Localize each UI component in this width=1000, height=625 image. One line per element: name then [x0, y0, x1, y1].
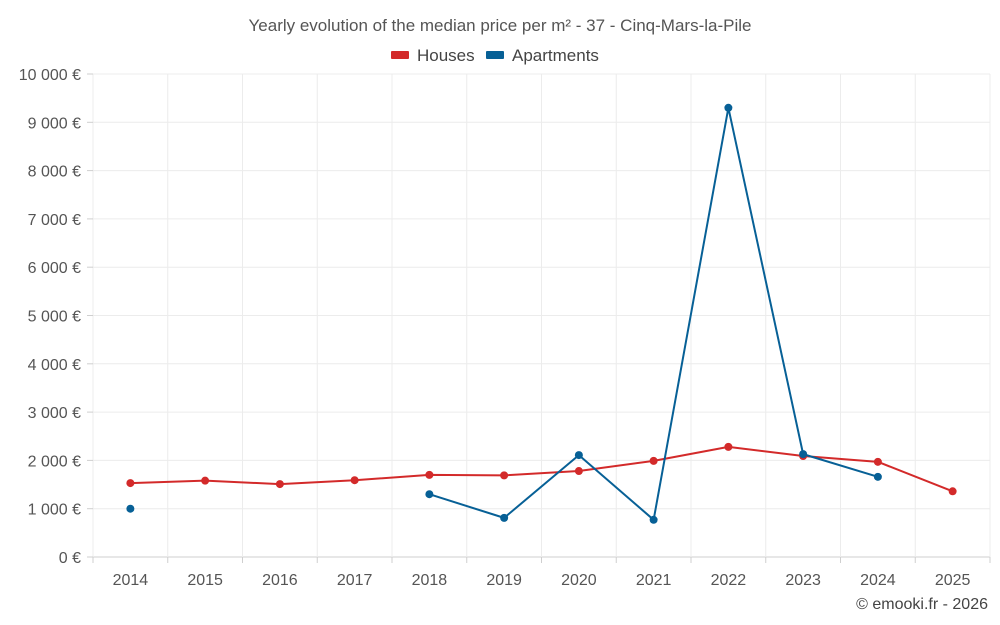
point-houses-2020[interactable] [574, 467, 583, 476]
point-apartments-2021[interactable] [649, 515, 658, 524]
x-tick-label: 2018 [412, 572, 448, 589]
x-tick-label: 2019 [486, 572, 522, 589]
y-tick-label: 6 000 € [28, 260, 81, 277]
point-houses-2024[interactable] [873, 457, 882, 466]
x-axis-ticks: 2014 2015 2016 2017 2018 2019 2020 2021 2022 2023… [92, 557, 991, 589]
point-houses-2015[interactable] [201, 476, 210, 485]
series-apartments [126, 103, 882, 524]
x-tick-label: 2016 [262, 572, 298, 589]
x-tick-label: 2022 [711, 572, 747, 589]
y-tick-label: 5 000 € [28, 309, 81, 326]
credit-text: © emooki.fr - 2026 [856, 596, 988, 613]
point-apartments-2014[interactable] [126, 504, 135, 513]
y-tick-label: 8 000 € [28, 164, 81, 181]
point-houses-2025[interactable] [948, 487, 957, 496]
legend-label-houses[interactable]: Houses [417, 46, 475, 65]
point-apartments-2018[interactable] [425, 490, 434, 499]
x-tick-label: 2020 [561, 572, 597, 589]
legend: Houses Apartments [391, 46, 599, 65]
point-apartments-2022[interactable] [724, 103, 733, 112]
grid [92, 73, 991, 558]
y-tick-label: 1 000 € [28, 502, 81, 519]
point-houses-2017[interactable] [350, 476, 359, 485]
x-tick-label: 2017 [337, 572, 373, 589]
y-tick-label: 2 000 € [28, 453, 81, 470]
y-tick-label: 10 000 € [19, 67, 81, 84]
point-apartments-2023[interactable] [799, 450, 808, 459]
x-tick-label: 2025 [935, 572, 971, 589]
point-houses-2019[interactable] [500, 471, 509, 480]
point-apartments-2020[interactable] [574, 451, 583, 460]
x-tick-label: 2014 [113, 572, 149, 589]
point-houses-2021[interactable] [649, 456, 658, 465]
y-tick-label: 7 000 € [28, 212, 81, 229]
legend-label-apartments[interactable]: Apartments [512, 46, 599, 65]
point-houses-2014[interactable] [126, 479, 135, 488]
y-tick-label: 9 000 € [28, 115, 81, 132]
y-tick-label: 3 000 € [28, 405, 81, 422]
legend-swatch-houses[interactable] [391, 51, 409, 59]
chart-title: Yearly evolution of the median price per… [249, 16, 752, 35]
legend-swatch-apartments[interactable] [486, 51, 504, 59]
x-tick-label: 2015 [187, 572, 223, 589]
x-tick-label: 2023 [785, 572, 821, 589]
point-apartments-2019[interactable] [500, 513, 509, 522]
x-tick-label: 2021 [636, 572, 672, 589]
x-tick-label: 2024 [860, 572, 896, 589]
y-tick-label: 0 € [59, 550, 81, 567]
y-tick-label: 4 000 € [28, 357, 81, 374]
series [126, 103, 957, 524]
point-houses-2016[interactable] [275, 480, 284, 489]
point-apartments-2024[interactable] [873, 472, 882, 481]
point-houses-2022[interactable] [724, 442, 733, 451]
y-axis-ticks: 0 € 1 000 € 2 000 € 3 000 € 4 000 € 5 000 € 6 … [19, 67, 93, 567]
point-houses-2018[interactable] [425, 470, 434, 479]
